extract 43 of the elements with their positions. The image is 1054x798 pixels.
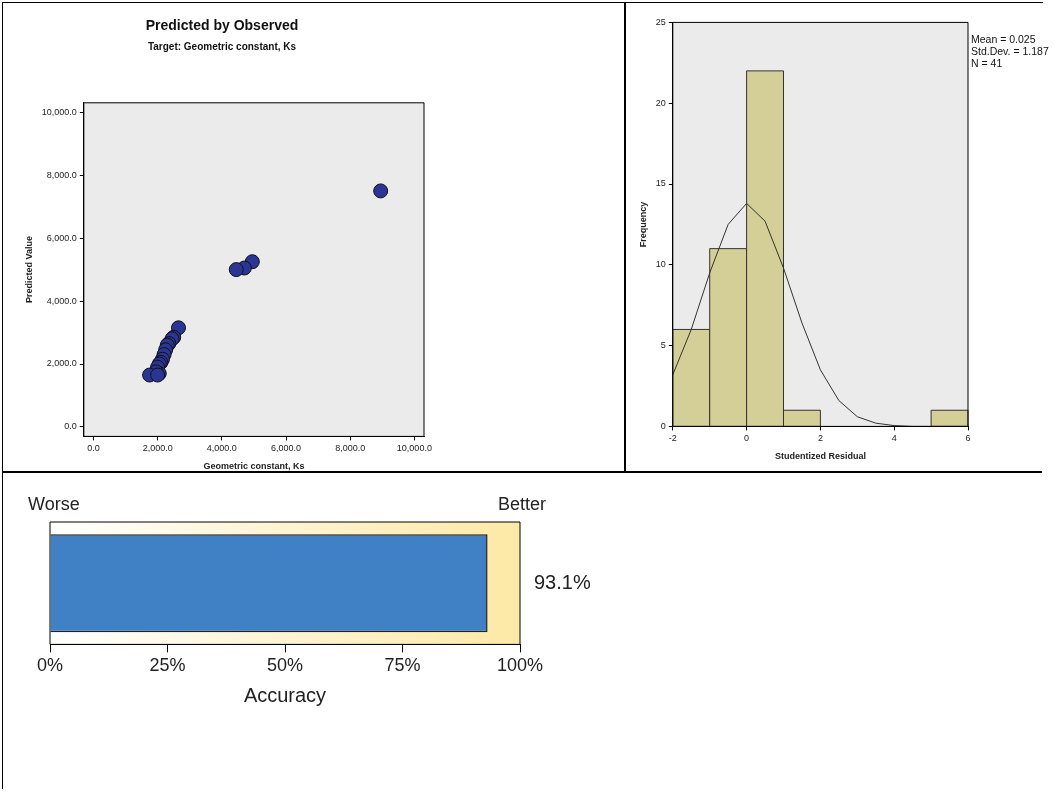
y-tick-label: 10 xyxy=(655,259,666,270)
x-axis-title: Studentized Residual xyxy=(774,451,866,462)
y-tick-label: 25 xyxy=(655,16,666,27)
chart-subtitle: Target: Geometric constant, Ks xyxy=(147,40,297,52)
y-tick-label: 5 xyxy=(660,340,666,351)
y-tick-label: 10,000.0 xyxy=(41,106,77,117)
text: Better xyxy=(497,493,546,514)
x-tick-label: 6 xyxy=(965,433,971,444)
x-tick-label: 0 xyxy=(744,433,750,444)
y-tick-label: 8,000.0 xyxy=(46,169,77,180)
y-axis-title: Frequency xyxy=(637,201,648,248)
y-tick-label: 20 xyxy=(655,97,666,108)
x-tick-label: 4,000.0 xyxy=(206,443,237,454)
text: N = 41 xyxy=(971,56,1003,69)
x-tick-label: -2 xyxy=(668,433,677,444)
text: Worse xyxy=(28,493,80,514)
y-tick-label: 0.0 xyxy=(64,421,77,432)
y-tick-label: 4,000.0 xyxy=(46,295,77,306)
text: Std.Dev. = 1.187 xyxy=(971,44,1049,57)
x-tick-label: 2 xyxy=(817,433,823,444)
x-tick-label: 10,000.0 xyxy=(396,443,432,454)
x-tick-label: 6,000.0 xyxy=(270,443,302,454)
point xyxy=(228,262,244,278)
x-tick-label: 50% xyxy=(266,655,304,676)
x-axis-title: Geometric constant, Ks xyxy=(203,461,305,472)
x-tick-label: 0.0 xyxy=(87,443,100,454)
x-tick-label: 4 xyxy=(891,433,897,444)
x-axis-title: Accuracy xyxy=(243,683,327,706)
x-tick-label: 75% xyxy=(384,655,421,676)
y-tick-label: 0 xyxy=(660,420,666,431)
data-label: 93.1% xyxy=(534,570,591,593)
x-tick-label: 25% xyxy=(149,655,186,676)
y-tick-label: 15 xyxy=(655,178,666,189)
y-axis-title: Predicted Value xyxy=(23,236,34,304)
chart-title: Predicted by Observed xyxy=(145,17,299,34)
x-tick-label: 0% xyxy=(36,655,64,676)
point xyxy=(373,183,389,199)
text: Mean = 0.025 xyxy=(971,32,1036,45)
y-tick-label: 6,000.0 xyxy=(46,232,77,243)
x-tick-label: 8,000.0 xyxy=(335,443,366,454)
y-tick-label: 2,000.0 xyxy=(46,358,77,369)
x-tick-label: 2,000.0 xyxy=(142,443,173,454)
x-tick-label: 100% xyxy=(496,655,544,676)
